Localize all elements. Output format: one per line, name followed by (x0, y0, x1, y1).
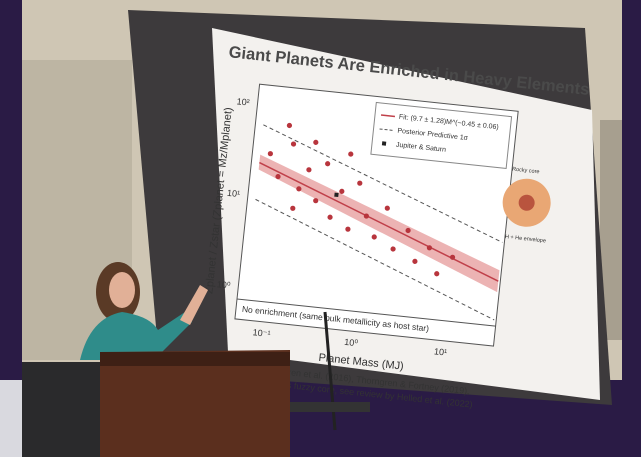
y-tick-label: 10⁰ (216, 279, 231, 290)
scene: Giant Planets Are Enriched in Heavy Elem… (0, 0, 641, 457)
sign (0, 380, 22, 457)
podium-side (22, 362, 102, 457)
page: { "slide": { "title": "Giant Planets Are… (0, 0, 641, 457)
podium-top (100, 352, 290, 366)
stand-bar (290, 402, 370, 412)
x-tick-label: 10¹ (434, 346, 448, 357)
x-tick-label: 10⁰ (344, 337, 359, 348)
speaker-face (109, 272, 135, 308)
y-tick-label: 10² (236, 96, 250, 107)
x-tick-label: 10⁻¹ (252, 327, 271, 339)
podium (100, 350, 290, 457)
y-tick-label: 10¹ (227, 188, 241, 199)
legend-marker (382, 141, 386, 145)
jupiter-marker (334, 193, 338, 197)
